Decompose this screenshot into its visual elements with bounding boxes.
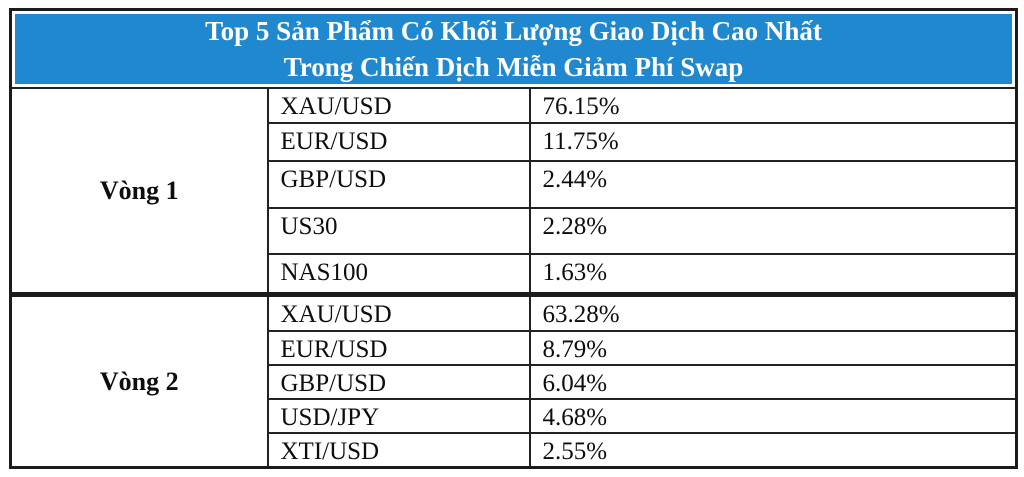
product-cell: XAU/USD xyxy=(266,87,531,124)
product-cell: USD/JPY xyxy=(266,398,531,434)
share-cell: 2.28% xyxy=(528,207,1018,255)
share-cell: 8.79% xyxy=(528,330,1018,366)
product-cell: US30 xyxy=(266,207,531,255)
table-header-row: Top 5 Sản Phẩm Có Khối Lượng Giao Dịch C… xyxy=(9,8,1018,89)
table-title-line1: Top 5 Sản Phẩm Có Khối Lượng Giao Dịch C… xyxy=(205,16,822,46)
product-cell: GBP/USD xyxy=(266,160,531,209)
share-cell: 2.55% xyxy=(528,432,1018,469)
table-title-line2: Trong Chiến Dịch Miễn Giảm Phí Swap xyxy=(283,52,744,82)
table-row: GBP/USD 6.04% xyxy=(11,364,1018,400)
table-row: US30 2.28% xyxy=(11,207,1018,255)
table-row: XTI/USD 2.55% xyxy=(11,432,1018,469)
share-cell: 2.44% xyxy=(528,160,1018,209)
share-cell: 63.28% xyxy=(528,292,1018,332)
table-row: GBP/USD 2.44% xyxy=(11,160,1018,209)
product-cell: XAU/USD xyxy=(266,292,531,332)
share-cell: 4.68% xyxy=(528,398,1018,434)
table-row: EUR/USD 8.79% xyxy=(11,330,1018,366)
product-cell: XTI/USD xyxy=(266,432,531,469)
share-cell: 76.15% xyxy=(528,87,1018,124)
table-row: Vòng 2 XAU/USD 63.28% xyxy=(9,292,1018,469)
share-cell: 6.04% xyxy=(528,364,1018,400)
table-title: Top 5 Sản Phẩm Có Khối Lượng Giao Dịch C… xyxy=(9,8,1018,89)
product-cell: EUR/USD xyxy=(266,122,531,162)
table-row: USD/JPY 4.68% xyxy=(11,398,1018,434)
product-cell: NAS100 xyxy=(266,253,531,296)
table-row: EUR/USD 11.75% xyxy=(11,122,1018,162)
share-cell: 1.63% xyxy=(528,253,1018,296)
table-row: Vòng 1 XAU/USD 76.15% xyxy=(9,87,1018,296)
round-1-label: Vòng 1 xyxy=(9,87,269,296)
top5-products-table: Top 5 Sản Phẩm Có Khối Lượng Giao Dịch C… xyxy=(9,8,1019,469)
table-row: NAS100 1.63% xyxy=(11,253,1018,296)
product-cell: GBP/USD xyxy=(266,364,531,400)
product-cell: EUR/USD xyxy=(266,330,531,366)
round-2-label: Vòng 2 xyxy=(9,292,269,469)
share-cell: 11.75% xyxy=(528,122,1018,162)
